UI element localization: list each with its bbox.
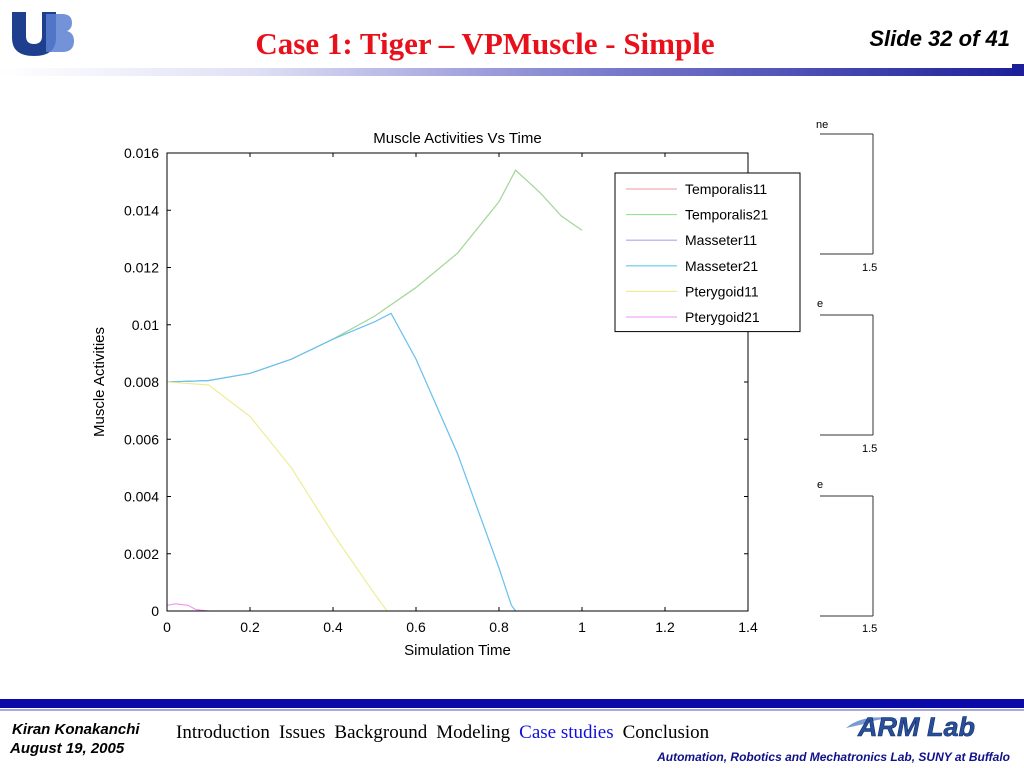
background-tick-label-3: 1.5 <box>862 623 877 635</box>
legend-label: Pterygoid21 <box>685 309 760 325</box>
y-tick-label: 0.01 <box>132 317 159 333</box>
x-tick-label: 0.8 <box>489 619 509 635</box>
x-tick-label: 1.2 <box>655 619 675 635</box>
background-tick-label-1: 1.5 <box>862 262 877 274</box>
background-title-fragment-1: ne <box>816 119 828 131</box>
lab-name: Automation, Robotics and Mechatronics La… <box>657 750 1010 764</box>
series-line-pterygoid11 <box>166 381 388 612</box>
slide-title: Case 1: Tiger – VPMuscle - Simple <box>255 26 715 61</box>
footer-rule <box>0 709 1024 711</box>
author-name: Kiran Konakanchi <box>12 721 140 738</box>
nav-modeling[interactable]: Modeling <box>436 722 511 743</box>
arm-lab-logo-text: ARM Lab <box>857 712 975 742</box>
legend-label: Masseter11 <box>685 232 757 248</box>
background-figure-3: e 1.5 <box>817 479 877 635</box>
legend-label: Temporalis21 <box>685 207 768 223</box>
plot-border <box>166 152 749 612</box>
slide-number: Slide 32 of 41 <box>869 26 1010 51</box>
x-tick-label: 0 <box>163 619 171 635</box>
nav-issues[interactable]: Issues <box>278 722 326 743</box>
background-title-fragment-2: e <box>817 298 823 310</box>
y-tick-label: 0.012 <box>124 260 159 276</box>
header-divider-bar <box>0 68 1024 76</box>
arm-lab-logo: ARM Lab <box>846 712 975 742</box>
x-tick-label: 0.4 <box>323 619 343 635</box>
presentation-date: August 19, 2005 <box>10 740 125 757</box>
y-tick-label: 0.006 <box>124 431 159 447</box>
y-tick-label: 0.008 <box>124 374 159 390</box>
y-axis-label: Muscle Activities <box>91 327 108 437</box>
header-divider-square <box>1012 64 1024 76</box>
y-tick-label: 0.004 <box>124 489 159 505</box>
nav-background[interactable]: Background <box>334 722 428 743</box>
chart-title: Muscle Activities Vs Time <box>373 130 541 147</box>
y-tick-label: 0.014 <box>124 202 159 218</box>
legend: Temporalis11 Temporalis21 Masseter11 Masset… <box>614 172 801 333</box>
ub-logo: UB <box>12 12 74 56</box>
background-figure-2: e 1.5 <box>817 298 877 455</box>
legend-label: Pterygoid11 <box>685 283 759 299</box>
nav-conclusion[interactable]: Conclusion <box>622 722 710 743</box>
axis-ticks: 0 0.2 0.4 0.6 0.8 1 1.2 1.4 0 0.002 0.004 0.006 0.00… <box>124 145 758 635</box>
x-tick-label: 0.2 <box>240 619 260 635</box>
legend-box <box>614 172 801 333</box>
background-figure-1: ne 1.5 <box>816 119 877 274</box>
muscle-activities-chart: ne 1.5 e 1.5 e 1.5 Muscle Activities Vs … <box>82 108 877 668</box>
footer-bar <box>0 699 1024 708</box>
legend-label: Masseter21 <box>685 258 758 274</box>
x-axis-label: Simulation Time <box>404 642 511 659</box>
y-tick-label: 0.016 <box>124 145 159 161</box>
x-tick-label: 1.4 <box>738 619 758 635</box>
x-tick-label: 1 <box>578 619 586 635</box>
background-figures: ne 1.5 e 1.5 e 1.5 <box>816 119 877 635</box>
section-nav: Introduction Issues Background Modeling Case… <box>176 722 718 744</box>
legend-label: Temporalis11 <box>685 181 767 197</box>
y-tick-label: 0 <box>151 603 159 619</box>
y-tick-label: 0.002 <box>124 546 159 562</box>
background-tick-label-2: 1.5 <box>862 443 877 455</box>
x-tick-label: 0.6 <box>406 619 426 635</box>
background-title-fragment-3: e <box>817 479 823 491</box>
nav-case-studies[interactable]: Case studies <box>519 722 614 743</box>
nav-introduction[interactable]: Introduction <box>176 722 270 743</box>
series-line-masseter21 <box>166 312 517 612</box>
